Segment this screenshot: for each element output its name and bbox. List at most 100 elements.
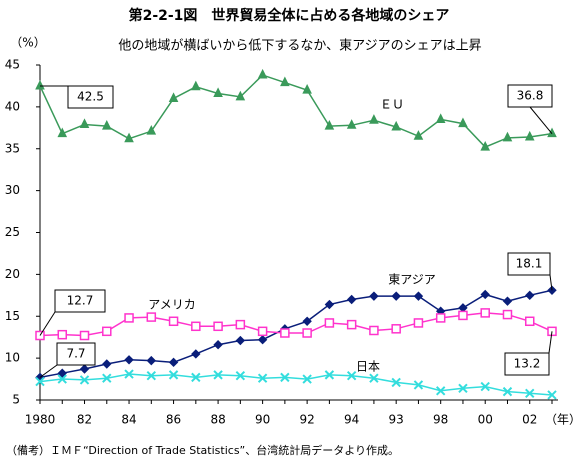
marker bbox=[102, 373, 112, 383]
marker bbox=[191, 372, 201, 383]
marker bbox=[369, 373, 379, 383]
value-label: 7.7 bbox=[66, 347, 85, 361]
marker bbox=[146, 125, 157, 135]
x-tick-label: 90 bbox=[255, 413, 270, 427]
series-label: 日本 bbox=[356, 360, 380, 374]
callout-line bbox=[529, 106, 553, 134]
marker bbox=[435, 113, 446, 123]
marker bbox=[213, 87, 223, 97]
marker bbox=[547, 127, 557, 138]
callout-box bbox=[67, 85, 114, 109]
marker bbox=[324, 299, 335, 310]
marker bbox=[391, 324, 401, 334]
y-tick-label: 20 bbox=[5, 267, 20, 281]
marker bbox=[302, 84, 312, 94]
x-tick-label: 84 bbox=[121, 413, 136, 427]
marker bbox=[524, 316, 535, 327]
x-tick-label: 82 bbox=[77, 413, 92, 427]
marker bbox=[191, 80, 201, 91]
x-tick-label: 94 bbox=[344, 413, 359, 427]
marker bbox=[168, 92, 179, 102]
marker bbox=[346, 294, 357, 305]
marker bbox=[369, 114, 379, 124]
y-axis-label: （%） bbox=[10, 36, 45, 50]
marker bbox=[302, 328, 312, 338]
y-tick-label: 35 bbox=[5, 141, 20, 155]
marker bbox=[257, 334, 268, 345]
y-tick-label: 25 bbox=[5, 225, 20, 239]
y-tick-label: 45 bbox=[5, 58, 20, 72]
value-label: 18.1 bbox=[516, 257, 543, 271]
marker bbox=[213, 370, 223, 380]
callout-box bbox=[56, 342, 96, 366]
marker bbox=[57, 368, 67, 378]
y-tick-label: 30 bbox=[5, 183, 20, 197]
marker bbox=[480, 140, 491, 151]
note: （備考）ＩＭＦ“Direction of Trade Statistics”、台… bbox=[6, 443, 399, 457]
marker bbox=[57, 127, 68, 138]
marker bbox=[413, 291, 424, 301]
marker bbox=[324, 120, 335, 130]
callout-box bbox=[507, 252, 551, 276]
marker bbox=[35, 376, 45, 387]
x-tick-label: 00 bbox=[478, 413, 493, 427]
y-tick-label: 5 bbox=[12, 393, 20, 407]
marker bbox=[124, 355, 134, 365]
marker bbox=[413, 130, 424, 140]
marker bbox=[124, 369, 134, 379]
marker bbox=[391, 120, 401, 131]
marker bbox=[502, 309, 513, 320]
series-line bbox=[39, 373, 553, 396]
marker bbox=[502, 131, 513, 142]
marker bbox=[413, 318, 424, 328]
callout-box bbox=[54, 289, 106, 313]
marker bbox=[502, 386, 513, 397]
marker bbox=[235, 371, 246, 381]
marker bbox=[213, 340, 223, 350]
callout-line bbox=[549, 274, 553, 291]
marker bbox=[146, 371, 157, 381]
marker bbox=[257, 68, 268, 79]
marker bbox=[257, 326, 268, 337]
marker bbox=[435, 313, 446, 323]
marker bbox=[346, 319, 357, 330]
series-label: アメリカ bbox=[148, 298, 195, 312]
callout-box bbox=[507, 84, 553, 108]
marker bbox=[168, 357, 179, 368]
marker bbox=[525, 290, 535, 301]
marker bbox=[524, 130, 535, 141]
marker bbox=[324, 318, 335, 328]
x-tick-label: 02 bbox=[522, 413, 537, 427]
marker bbox=[346, 371, 357, 381]
y-tick-label: 40 bbox=[5, 99, 20, 113]
marker bbox=[346, 119, 357, 129]
x-axis-label: （年） bbox=[545, 413, 578, 427]
y-tick-label: 15 bbox=[5, 309, 20, 323]
marker bbox=[391, 377, 401, 388]
marker bbox=[458, 117, 468, 128]
marker bbox=[79, 118, 90, 128]
marker bbox=[525, 388, 535, 399]
marker bbox=[480, 381, 490, 392]
marker bbox=[458, 310, 468, 321]
marker bbox=[369, 325, 379, 336]
marker bbox=[302, 374, 312, 384]
marker bbox=[280, 372, 290, 383]
marker bbox=[79, 375, 90, 385]
series-line bbox=[39, 289, 553, 379]
marker bbox=[458, 383, 468, 393]
marker bbox=[413, 380, 424, 390]
marker bbox=[101, 120, 112, 130]
marker bbox=[124, 132, 134, 143]
marker bbox=[213, 321, 223, 332]
marker bbox=[235, 90, 246, 101]
marker bbox=[280, 76, 290, 87]
marker bbox=[369, 291, 379, 301]
marker bbox=[547, 390, 557, 400]
callout-line bbox=[548, 331, 553, 354]
x-tick-label: 93 bbox=[389, 413, 404, 427]
marker bbox=[102, 359, 112, 369]
marker bbox=[502, 296, 513, 306]
marker bbox=[124, 313, 134, 323]
